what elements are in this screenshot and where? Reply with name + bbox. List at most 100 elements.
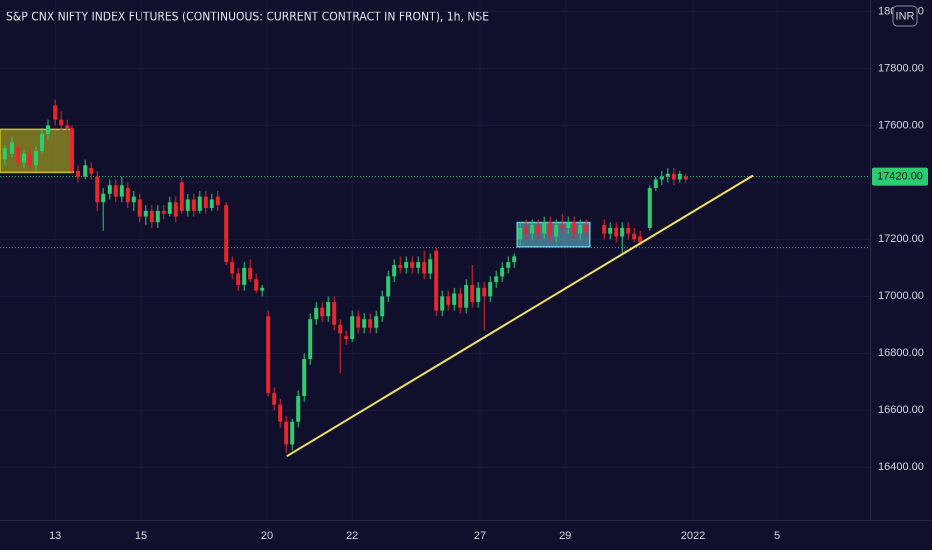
zone-rectangle: [516, 221, 591, 248]
candle-body: [671, 173, 676, 180]
candle-body: [242, 267, 247, 285]
x-tick-label: 2022: [681, 530, 705, 542]
candle-body: [530, 225, 535, 234]
candle-body: [248, 267, 253, 280]
currency-badge: [892, 5, 918, 27]
candle-body: [179, 182, 184, 211]
x-tick-label: 5: [774, 530, 780, 542]
candle-body: [125, 188, 130, 203]
candle-body: [107, 185, 112, 194]
candle-body: [560, 225, 565, 228]
candle-body: [548, 222, 553, 237]
candle-body: [119, 185, 124, 197]
candle-body: [215, 196, 220, 206]
candle-body: [260, 287, 265, 291]
candle-body: [95, 176, 100, 203]
candle-body: [458, 293, 463, 308]
candle-body: [554, 225, 559, 237]
candle-body: [518, 227, 523, 240]
candle-body: [203, 196, 208, 208]
x-tick-label: 27: [474, 530, 486, 542]
y-tick-label: 17600.00: [878, 119, 924, 131]
candle-body: [476, 287, 481, 303]
y-tick-label: 16600.00: [878, 404, 924, 416]
candle-body: [338, 324, 343, 334]
candle-body: [356, 316, 361, 328]
y-tick-label: 16400.00: [878, 461, 924, 473]
candle-body: [191, 199, 196, 211]
candle-body: [659, 176, 664, 180]
candle-body: [494, 276, 499, 283]
price-tag-label: 17420.00: [877, 171, 923, 183]
y-tick-label: 17800.00: [878, 62, 924, 74]
currency-label: INR: [896, 10, 915, 22]
candle-body: [308, 319, 313, 360]
candle-body: [524, 227, 529, 234]
candle-body: [386, 276, 391, 297]
candle-body: [34, 151, 38, 166]
candle-body: [488, 282, 493, 297]
candle-body: [236, 273, 241, 285]
candle-body: [209, 199, 214, 208]
candle-body: [638, 236, 643, 243]
candle-body: [2, 148, 7, 160]
candle-body: [290, 421, 295, 445]
candle-body: [665, 173, 670, 177]
candle-body: [608, 227, 613, 234]
candle-body: [422, 262, 427, 274]
candle-body: [620, 227, 625, 237]
candle-body: [326, 302, 331, 317]
candle-body: [512, 256, 517, 263]
candle-body: [464, 284, 469, 308]
y-tick-label: 16800.00: [878, 347, 924, 359]
candle-body: [578, 225, 583, 234]
x-tick-label: 20: [261, 530, 273, 542]
x-tick-label: 15: [135, 530, 147, 542]
candle-body: [254, 279, 259, 291]
candle-body: [149, 210, 154, 223]
candle-body: [542, 222, 547, 234]
candle-body: [440, 296, 445, 311]
candle-body: [224, 205, 229, 263]
candle-body: [59, 119, 64, 126]
candle-body: [683, 176, 688, 180]
candle-body: [272, 393, 277, 405]
candle-body: [161, 210, 166, 214]
candle-body: [143, 210, 148, 217]
x-tick-label: 13: [49, 530, 61, 542]
candle-body: [332, 302, 337, 325]
candle-body: [89, 168, 94, 174]
candle-body: [83, 165, 88, 177]
candle-body: [536, 225, 541, 234]
y-tick-label: 17200.00: [878, 233, 924, 245]
candle-body: [40, 133, 44, 152]
candle-body: [155, 210, 160, 223]
candle-body: [10, 142, 14, 154]
candle-body: [53, 105, 58, 120]
candle-body: [167, 202, 172, 214]
trend-line: [286, 174, 754, 458]
candle-body: [284, 421, 289, 445]
candle-body: [296, 396, 301, 422]
candle-body: [22, 153, 26, 163]
candle-body: [101, 193, 106, 203]
candle-body: [428, 259, 433, 274]
candle-body: [584, 225, 589, 231]
candle-body: [350, 316, 355, 340]
candle-body: [470, 284, 475, 303]
candle-body: [482, 287, 487, 297]
x-tick-label: 29: [559, 530, 571, 542]
candle-body: [28, 153, 32, 166]
candle-body: [566, 222, 571, 228]
candle-body: [76, 170, 80, 177]
candle-body: [434, 250, 439, 311]
candle-body: [320, 307, 325, 317]
candle-body: [380, 296, 385, 317]
candle-body: [16, 148, 20, 163]
candle-body: [632, 233, 637, 240]
candle-body: [46, 125, 50, 134]
candle-body: [173, 202, 178, 217]
